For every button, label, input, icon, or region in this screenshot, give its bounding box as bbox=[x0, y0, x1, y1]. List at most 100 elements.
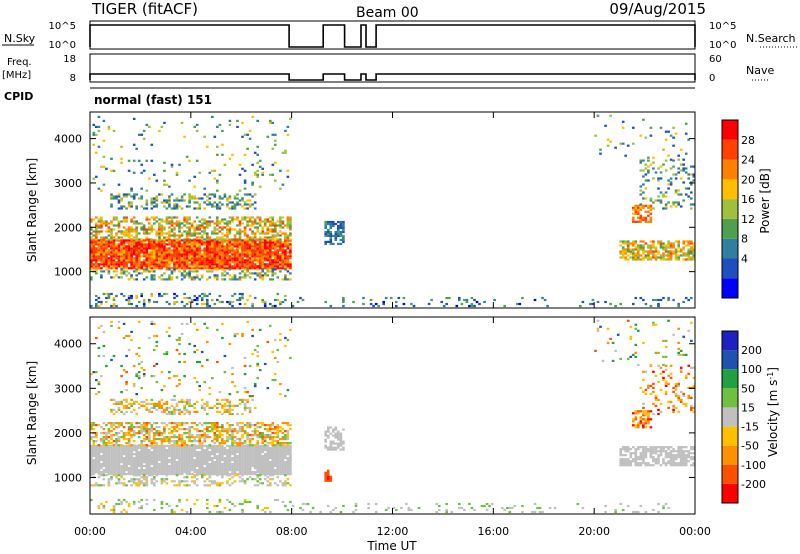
power-cell bbox=[664, 169, 668, 172]
velocity-cell bbox=[97, 459, 101, 462]
power-cell bbox=[604, 124, 607, 127]
power-cell bbox=[190, 234, 194, 237]
velocity-cell bbox=[263, 459, 267, 462]
power-cell bbox=[188, 259, 191, 262]
velocity-cell bbox=[102, 453, 106, 456]
power-cell bbox=[107, 125, 111, 128]
power-cell bbox=[241, 216, 244, 219]
power-cell bbox=[193, 267, 196, 270]
velocity-cell bbox=[248, 449, 252, 452]
velocity-cell bbox=[115, 451, 118, 454]
power-cell bbox=[112, 241, 116, 244]
velocity-cell bbox=[200, 436, 204, 439]
power-cell bbox=[251, 265, 254, 268]
velocity-cell bbox=[97, 473, 101, 476]
velocity-cell bbox=[178, 463, 181, 466]
velocity-cell bbox=[163, 473, 166, 476]
velocity-cell bbox=[135, 467, 138, 470]
power-cell bbox=[470, 296, 474, 300]
velocity-cell bbox=[231, 440, 234, 443]
velocity-cell bbox=[165, 471, 169, 474]
power-cell bbox=[170, 261, 174, 264]
power-cell bbox=[682, 158, 685, 161]
velocity-cell bbox=[102, 478, 106, 481]
power-cell bbox=[206, 298, 209, 302]
power-cell bbox=[110, 234, 113, 237]
velocity-cell bbox=[170, 447, 174, 450]
power-cell bbox=[198, 241, 201, 244]
power-cell bbox=[221, 143, 224, 146]
power-cell bbox=[173, 257, 176, 260]
power-cell bbox=[253, 251, 257, 254]
power-cell bbox=[236, 238, 239, 241]
power-cell bbox=[132, 257, 136, 260]
velocity-cell bbox=[140, 442, 143, 445]
velocity-cell bbox=[228, 451, 232, 454]
velocity-cell bbox=[271, 432, 275, 435]
velocity-cell bbox=[263, 438, 267, 441]
velocity-cell bbox=[241, 455, 244, 458]
power-cell bbox=[684, 167, 688, 170]
power-cell bbox=[195, 207, 199, 210]
power-cell bbox=[674, 173, 678, 176]
velocity-cell bbox=[223, 447, 227, 450]
velocity-cell bbox=[155, 459, 159, 462]
power-cell bbox=[289, 255, 292, 258]
velocity-cell bbox=[140, 400, 143, 403]
power-colorbar-label: Power [dB] bbox=[758, 168, 772, 233]
power-cell bbox=[135, 278, 138, 281]
power-cell bbox=[639, 193, 643, 196]
power-cell bbox=[112, 247, 116, 250]
velocity-cell bbox=[289, 449, 292, 452]
power-cell bbox=[269, 245, 272, 248]
velocity-cell bbox=[216, 402, 219, 405]
power-cell bbox=[284, 236, 287, 239]
power-cell bbox=[200, 224, 204, 227]
velocity-cell bbox=[97, 447, 101, 450]
velocity-cell bbox=[208, 444, 212, 447]
velocity-cell bbox=[158, 451, 161, 454]
velocity-cell bbox=[241, 434, 244, 437]
velocity-cell bbox=[153, 447, 156, 450]
velocity-cell bbox=[279, 473, 282, 476]
power-cell bbox=[163, 232, 166, 235]
power-cell bbox=[150, 199, 154, 202]
velocity-cell bbox=[190, 436, 194, 439]
velocity-cell bbox=[115, 453, 118, 456]
power-cell bbox=[274, 236, 277, 239]
velocity-cell bbox=[90, 469, 93, 472]
power-cell bbox=[206, 300, 209, 304]
power-ytick-label: 2000 bbox=[54, 221, 82, 234]
velocity-cell bbox=[100, 426, 103, 429]
power-cell bbox=[634, 240, 638, 243]
power-cell bbox=[145, 270, 149, 273]
power-cell bbox=[95, 302, 98, 306]
power-cell bbox=[92, 234, 96, 237]
power-cell bbox=[188, 241, 191, 244]
power-cell bbox=[185, 251, 189, 254]
power-cell bbox=[125, 230, 128, 233]
power-cell bbox=[226, 261, 229, 264]
power-cell bbox=[160, 245, 164, 248]
power-cell bbox=[221, 255, 224, 258]
power-cell bbox=[674, 201, 678, 204]
power-cell bbox=[190, 255, 194, 258]
velocity-cell bbox=[173, 440, 176, 443]
power-cell bbox=[183, 292, 186, 296]
power-cell bbox=[208, 224, 212, 227]
velocity-cell bbox=[120, 410, 123, 413]
power-cell bbox=[193, 253, 196, 256]
power-cell bbox=[284, 294, 287, 298]
power-cell bbox=[142, 169, 146, 172]
power-cell bbox=[216, 216, 219, 219]
power-cell bbox=[286, 261, 290, 264]
velocity-cell bbox=[107, 449, 111, 452]
power-cell bbox=[165, 249, 169, 252]
power-cell bbox=[684, 252, 688, 255]
velocity-cell bbox=[233, 474, 237, 477]
power-cell bbox=[107, 243, 111, 246]
power-cell bbox=[684, 171, 688, 174]
power-cell bbox=[213, 253, 217, 256]
power-cell bbox=[95, 304, 98, 308]
nsky-label: N.Sky bbox=[4, 32, 36, 45]
